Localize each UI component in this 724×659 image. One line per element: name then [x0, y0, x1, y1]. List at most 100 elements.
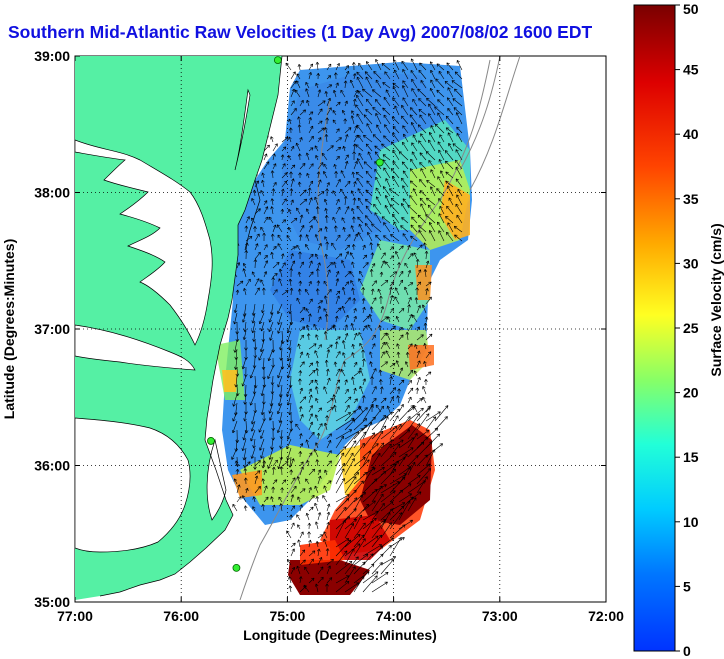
velocity-arrow — [423, 342, 427, 350]
velocity-arrow — [416, 413, 430, 431]
velocity-arrow — [380, 386, 384, 395]
velocity-arrow — [303, 584, 310, 593]
velocity-arrow — [398, 403, 404, 413]
velocity-arrow — [425, 427, 438, 440]
velocity-arrow — [335, 494, 350, 503]
velocity-arrow — [389, 415, 399, 431]
velocity-arrow — [326, 450, 332, 458]
velocity-arrow — [341, 305, 346, 314]
y-tick-label: 35:00 — [34, 594, 70, 610]
velocity-arrow — [251, 321, 256, 334]
velocity-arrow — [288, 585, 293, 593]
velocity-arrow — [398, 519, 413, 530]
velocity-arrow — [353, 459, 370, 476]
velocity-arrow — [289, 267, 293, 278]
velocity-arrow — [361, 298, 366, 305]
velocity-arrow — [341, 286, 346, 296]
velocity-arrow — [362, 443, 379, 458]
velocity-arrow — [233, 478, 238, 485]
velocity-arrow — [308, 117, 312, 125]
velocity-arrow — [367, 324, 373, 332]
velocity-arrow — [447, 185, 454, 197]
velocity-arrow — [344, 324, 348, 332]
velocity-arrow — [353, 233, 358, 242]
velocity-arrow — [299, 461, 304, 467]
velocity-arrow — [260, 402, 265, 416]
velocity-arrow — [243, 468, 248, 476]
velocity-arrow — [335, 295, 340, 305]
velocity-arrow — [411, 142, 418, 152]
velocity-arrow — [317, 344, 322, 350]
velocity-arrow — [304, 288, 310, 296]
velocity-arrow — [298, 234, 303, 242]
velocity-arrow — [314, 485, 319, 494]
velocity-arrow — [323, 163, 328, 170]
velocity-arrow — [418, 230, 427, 242]
velocity-arrow — [425, 260, 430, 269]
velocity-arrow — [357, 197, 364, 206]
velocity-arrow — [445, 216, 454, 224]
velocity-arrow — [281, 188, 285, 197]
velocity-arrow — [308, 271, 314, 278]
velocity-arrow — [290, 199, 294, 206]
velocity-arrow — [371, 297, 377, 305]
velocity-arrow — [439, 134, 445, 143]
velocity-arrow — [389, 204, 400, 215]
velocity-arrow — [402, 97, 409, 107]
velocity-arrow — [290, 522, 295, 530]
colorbar-tick-label: 50 — [683, 1, 699, 17]
velocity-arrow — [376, 124, 382, 134]
velocity-arrow — [335, 519, 346, 539]
velocity-arrow — [353, 522, 366, 539]
velocity-arrow — [351, 171, 356, 179]
velocity-arrow — [308, 163, 314, 170]
velocity-arrow — [419, 152, 427, 161]
velocity-arrow — [298, 406, 303, 413]
velocity-arrow — [456, 194, 463, 206]
velocity-arrow — [371, 572, 389, 584]
velocity-arrow — [286, 330, 292, 343]
velocity-arrow — [425, 351, 432, 359]
velocity-arrow — [383, 96, 391, 107]
velocity-arrow — [323, 485, 328, 494]
velocity-arrow — [298, 451, 303, 458]
velocity-arrow — [362, 517, 377, 530]
velocity-arrow — [288, 278, 293, 287]
velocity-arrow — [381, 216, 391, 224]
velocity-arrow — [299, 326, 306, 332]
velocity-arrow — [263, 153, 268, 161]
velocity-arrow — [416, 398, 423, 404]
velocity-arrow — [315, 82, 319, 89]
velocity-arrow — [263, 485, 268, 494]
velocity-arrow — [416, 244, 423, 251]
velocity-arrow — [335, 575, 350, 584]
velocity-arrow — [323, 198, 328, 206]
velocity-arrow — [342, 226, 346, 233]
velocity-arrow — [344, 518, 357, 530]
velocity-arrow — [308, 494, 315, 503]
velocity-arrow — [438, 149, 445, 161]
velocity-arrow — [317, 120, 323, 125]
velocity-arrow — [335, 478, 345, 494]
velocity-arrow — [392, 132, 400, 143]
velocity-arrow — [267, 348, 274, 362]
velocity-arrow — [350, 115, 355, 125]
velocity-arrow — [363, 134, 373, 143]
velocity-arrow — [272, 163, 277, 170]
velocity-arrow — [380, 361, 388, 368]
velocity-arrow — [447, 87, 454, 98]
velocity-arrow — [335, 498, 350, 512]
velocity-arrow — [314, 521, 319, 530]
velocity-arrow — [290, 246, 296, 251]
velocity-arrow — [417, 124, 427, 134]
velocity-arrow — [235, 289, 240, 296]
velocity-arrow — [290, 100, 295, 107]
velocity-arrow — [413, 252, 418, 260]
velocity-arrow — [365, 215, 373, 224]
velocity-arrow — [277, 366, 283, 379]
velocity-arrow — [315, 541, 320, 548]
velocity-arrow — [344, 582, 360, 593]
velocity-arrow — [410, 235, 418, 242]
velocity-arrow — [326, 558, 334, 566]
